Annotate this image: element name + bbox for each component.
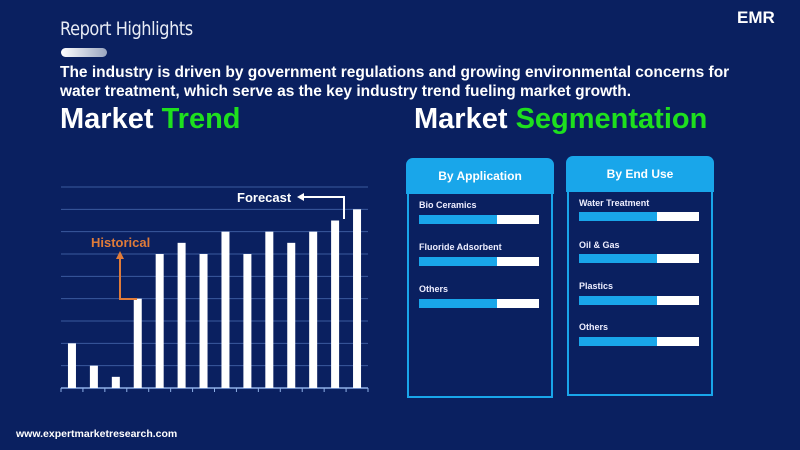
segment-bar-fill (579, 254, 657, 263)
segment-bar (579, 296, 699, 305)
segment-bar-fill (579, 337, 657, 346)
segment-label: Oil & Gas (579, 240, 620, 250)
segment-bar-fill (419, 215, 497, 224)
segment-card-by-application: By Application Bio Ceramics Fluoride Ads… (406, 158, 554, 398)
market-trend-chart: Historical Forecast (60, 186, 369, 392)
segment-label: Others (579, 322, 609, 332)
bar (331, 220, 340, 388)
forecast-arrowhead (297, 193, 304, 201)
heading-word: Market (414, 103, 508, 135)
historical-arrowhead (116, 251, 124, 259)
segment-bar (579, 254, 699, 263)
segment-bar (419, 215, 539, 224)
bar (67, 343, 76, 388)
segment-label: Others (419, 284, 449, 294)
market-trend-heading: Market Trend (60, 103, 241, 136)
logo-text: EMR (737, 8, 775, 27)
historical-label: Historical (91, 235, 150, 250)
emr-logo: EMR (737, 8, 775, 28)
segment-bar (579, 212, 699, 221)
segment-bar (419, 257, 539, 266)
forecast-label: Forecast (237, 190, 292, 205)
market-segmentation-heading: Market Segmentation (414, 103, 707, 136)
bar (133, 298, 142, 388)
bar (353, 209, 362, 388)
segment-card-by-end-use: By End Use Water Treatment Oil & Gas Pla… (566, 156, 714, 396)
segment-bar (579, 337, 699, 346)
heading-accent-word: Trend (161, 103, 241, 135)
segment-label: Water Treatment (579, 198, 650, 208)
bar (177, 242, 186, 388)
bar (199, 254, 208, 388)
bar (155, 254, 164, 388)
card-header: By Application (406, 158, 554, 194)
segment-bar-fill (419, 299, 497, 308)
segment-label: Fluoride Adsorbent (419, 242, 502, 252)
description: The industry is driven by government reg… (60, 64, 730, 100)
heading-accent-word: Segmentation (515, 103, 708, 135)
forecast-arrow (303, 196, 345, 219)
historical-arrow (119, 257, 137, 300)
segment-label: Bio Ceramics (419, 200, 477, 210)
segment-bar-fill (579, 212, 657, 221)
title-underline (61, 48, 107, 57)
card-header: By End Use (566, 156, 714, 192)
heading-word: Market (60, 103, 154, 135)
bar (111, 376, 120, 388)
bar (287, 242, 296, 388)
segment-label: Plastics (579, 281, 614, 291)
website-url[interactable]: www.expertmarketresearch.com (16, 428, 178, 440)
bar (221, 231, 230, 388)
bar (243, 254, 252, 388)
segment-bar-fill (579, 296, 657, 305)
bar (309, 231, 318, 388)
bar (265, 231, 274, 388)
segment-bar (419, 299, 539, 308)
report-title: Report Highlights (60, 18, 193, 40)
segment-bar-fill (419, 257, 497, 266)
bar (89, 365, 98, 388)
